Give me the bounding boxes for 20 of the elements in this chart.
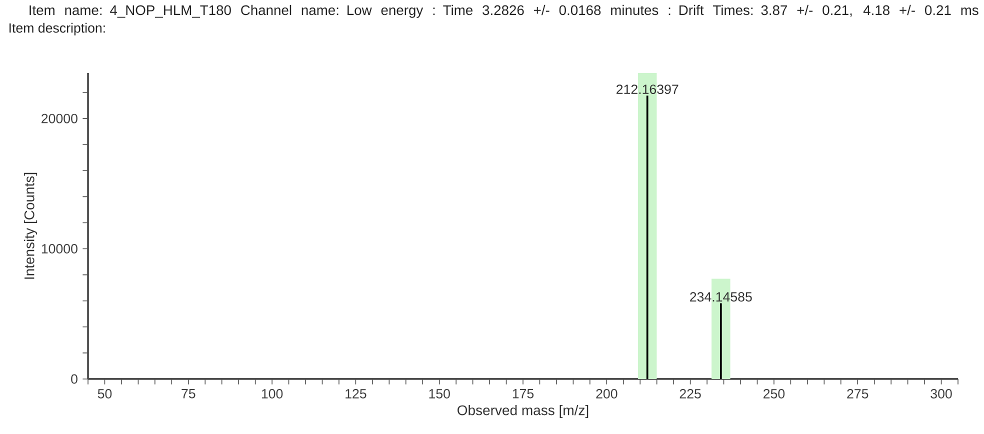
x-tick-label: 150 xyxy=(429,389,450,398)
y-tick-label: 0 xyxy=(71,374,78,384)
x-tick-label: 125 xyxy=(346,389,366,398)
y-tick-label: 10000 xyxy=(42,244,78,254)
x-tick-label: 75 xyxy=(182,389,196,398)
x-tick-label: 300 xyxy=(930,389,952,398)
y-tick-label: 20000 xyxy=(42,114,78,124)
x-tick-label: 100 xyxy=(262,389,283,398)
x-tick-label: 225 xyxy=(680,389,701,398)
x-axis-title: Observed mass [m/z] xyxy=(458,404,588,418)
annotation: 234.14585 xyxy=(690,292,752,302)
x-tick-label: 250 xyxy=(764,389,785,398)
chart-subtitle: Item description: xyxy=(10,22,105,36)
y-axis-title: Intensity [Counts] xyxy=(24,172,38,279)
x-tick-label: 50 xyxy=(98,389,112,398)
annotation: 212.16397 xyxy=(616,84,678,94)
x-tick-label: 175 xyxy=(512,389,534,398)
x-tick-label: 275 xyxy=(847,389,868,398)
chart-title: Item name: 4_NOP_HLM_T180 Channel name: Low energy : Time 3.2826 +/- 0.0168 minutes : Drift Times: 3.87 +/- 0.21, 4.18 +/- 0.21 ms xyxy=(30,4,978,18)
x-tick-label: 200 xyxy=(596,389,618,398)
